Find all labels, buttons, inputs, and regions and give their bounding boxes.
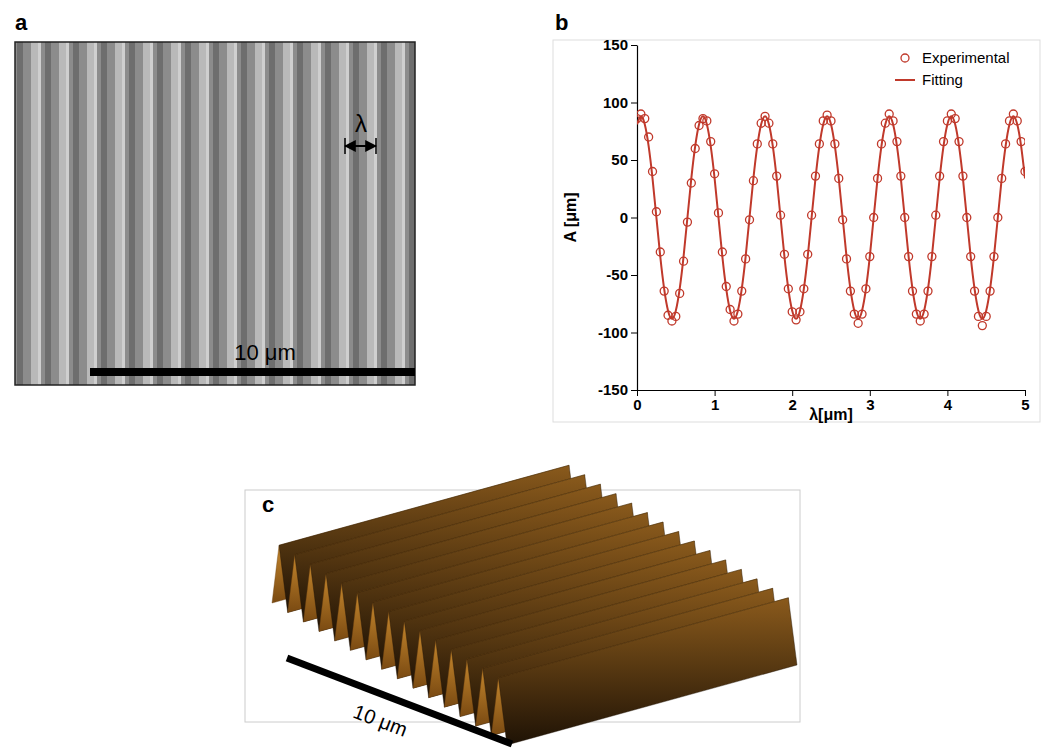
panel-b: 0 1 2 3 4 5 -150 -100 -50 0 50 100 150 λ[μm] A [μm] Exp…	[562, 36, 1030, 423]
panel-letter: c	[262, 492, 274, 517]
tick-label: 100	[603, 94, 628, 111]
axis-line	[638, 390, 1026, 391]
scale-bar-label: 10 μm	[234, 340, 296, 365]
period-tick	[344, 138, 346, 154]
tick-label: -150	[598, 381, 628, 398]
axis-line	[637, 46, 638, 391]
tick-label: 5	[1021, 396, 1029, 413]
legend-label: Fitting	[922, 71, 963, 88]
legend: Experimental Fitting	[895, 49, 1010, 88]
period-label: λ	[355, 110, 367, 137]
tick-mark	[631, 160, 637, 161]
tick: 2	[789, 390, 797, 413]
tick-label: 0	[633, 396, 641, 413]
tick: 150	[603, 36, 637, 53]
tick-mark	[631, 103, 637, 104]
tick-label: 1	[711, 396, 719, 413]
tick: 1	[711, 390, 719, 413]
tick: -50	[606, 266, 637, 283]
plot-marks	[637, 110, 1025, 330]
tick: 0	[620, 209, 637, 226]
legend-label: Experimental	[922, 49, 1010, 66]
tick-label: -100	[598, 324, 628, 341]
legend-symbol	[895, 79, 915, 81]
panel-c: 10 μm	[272, 465, 797, 745]
scale-bar	[287, 658, 512, 744]
y-axis-title: A [μm]	[562, 192, 579, 242]
panel-b-frame	[553, 40, 1040, 422]
data-point	[854, 319, 862, 327]
panel-letter: b	[555, 10, 568, 35]
legend-symbol	[901, 54, 909, 62]
panel-a: 10 μm λ	[15, 42, 415, 385]
tick-mark	[631, 390, 637, 391]
tick-label: 2	[789, 396, 797, 413]
tick-mark	[631, 45, 637, 46]
data-point	[792, 316, 800, 324]
fit-line	[637, 116, 1025, 318]
period-tick	[375, 138, 377, 154]
y-axis: -150 -100 -50 0 50 100 150	[598, 36, 638, 398]
tick: -100	[598, 324, 637, 341]
tick: 50	[611, 151, 637, 168]
ridge-face	[498, 598, 797, 745]
panel-letter: a	[15, 10, 28, 35]
x-axis-title: λ[μm]	[809, 406, 853, 423]
data-point	[823, 111, 831, 119]
tick: -150	[598, 381, 637, 398]
tick-mark	[631, 218, 637, 219]
period-arrow	[345, 145, 376, 147]
scale-bar-label: 10 μm	[350, 700, 410, 741]
scale-bar	[90, 368, 415, 376]
tick-mark	[631, 333, 637, 334]
tick: 0	[633, 390, 641, 413]
tick: 5	[1021, 390, 1029, 413]
data-point	[978, 322, 986, 330]
tick: 100	[603, 94, 637, 111]
tick: 3	[866, 390, 874, 413]
sem-image	[15, 42, 415, 385]
tick-mark	[631, 275, 637, 276]
scatter-series	[637, 110, 1025, 330]
tick-label: 3	[866, 396, 874, 413]
figure: a b c 10 μm λ 0 1 2 3 4 5 -150 -100 -50 0 50 100 150 λ[μm]…	[0, 0, 1045, 755]
tick-label: 50	[611, 151, 628, 168]
tick-label: 150	[603, 36, 628, 53]
tick-label: 0	[620, 209, 628, 226]
tick-label: 4	[944, 396, 953, 413]
tick: 4	[944, 390, 953, 413]
tick-label: -50	[606, 266, 628, 283]
